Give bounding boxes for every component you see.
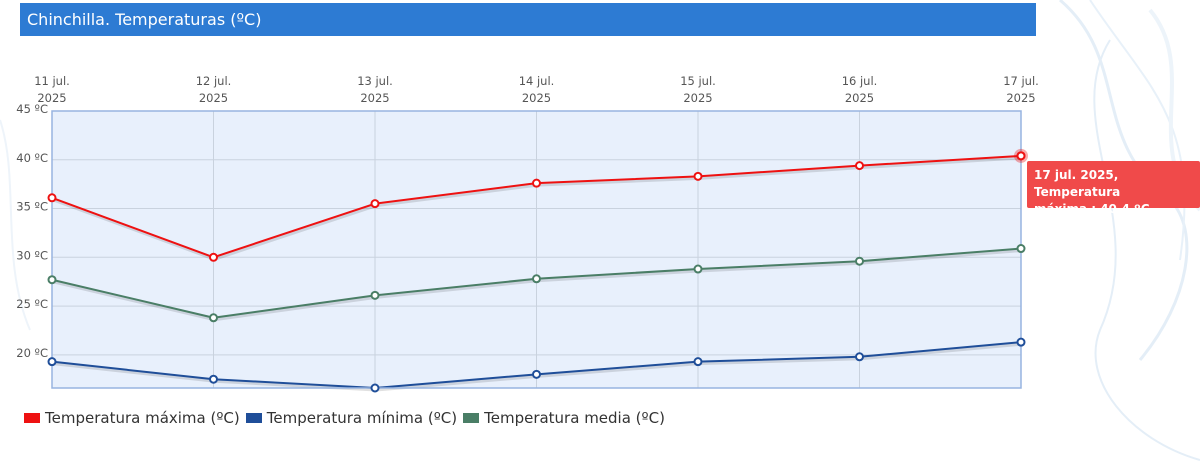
x-tick-label-year: 2025: [360, 91, 389, 105]
data-point-min[interactable]: [370, 383, 380, 393]
data-point-min[interactable]: [693, 357, 703, 367]
data-point-mean[interactable]: [693, 264, 703, 274]
x-tick-label-year: 2025: [845, 91, 874, 105]
data-point-max[interactable]: [370, 199, 380, 209]
tooltip-line-1: 17 jul. 2025, Temperatura: [1034, 168, 1121, 199]
y-tick-label: 40 ºC: [16, 151, 48, 165]
data-point-min[interactable]: [47, 357, 57, 367]
data-point-max[interactable]: [209, 252, 218, 262]
y-tick-label: 45 ºC: [16, 102, 48, 116]
y-axis-ticks: 20 ºC 25 ºC 30 ºC 35 ºC 40 ºC 45 ºC: [16, 102, 48, 360]
chart-title-bar: Chinchilla. Temperaturas (ºC): [20, 3, 1036, 36]
legend-label-min: Temperatura mínima (ºC): [266, 409, 458, 427]
x-tick-label-day: 14 jul.: [519, 74, 555, 88]
y-tick-label: 25 ºC: [16, 297, 48, 311]
data-point-min[interactable]: [209, 374, 218, 384]
legend-swatch-max: [24, 413, 40, 423]
x-tick-label-day: 15 jul.: [680, 74, 716, 88]
legend-item-max[interactable]: Temperatura máxima (ºC): [24, 409, 240, 427]
y-tick-label: 35 ºC: [16, 200, 48, 214]
data-point-min[interactable]: [1016, 337, 1026, 347]
data-point-mean[interactable]: [855, 256, 864, 266]
tooltip-line-2: máxima : 40.4 ºC: [1034, 202, 1150, 216]
x-tick-label-year: 2025: [683, 91, 712, 105]
data-point-mean[interactable]: [532, 274, 541, 284]
data-point-max[interactable]: [532, 178, 541, 188]
x-tick-label-year: 2025: [37, 91, 66, 105]
legend-item-mean[interactable]: Temperatura media (ºC): [463, 409, 665, 427]
data-point-min[interactable]: [532, 369, 541, 379]
x-tick-label-year: 2025: [1006, 91, 1035, 105]
x-tick-label-day: 16 jul.: [842, 74, 878, 88]
data-point-max[interactable]: [693, 171, 703, 181]
legend-swatch-mean: [463, 413, 480, 423]
data-point-mean[interactable]: [47, 275, 57, 285]
data-tooltip: 17 jul. 2025, Temperatura máxima : 40.4 …: [1027, 161, 1200, 216]
data-point-min[interactable]: [855, 352, 864, 362]
x-tick-label-day: 12 jul.: [196, 74, 232, 88]
chart-title: Chinchilla. Temperaturas (ºC): [27, 10, 262, 29]
data-point-max-active[interactable]: [1016, 151, 1026, 161]
legend-label-max: Temperatura máxima (ºC): [45, 409, 240, 427]
x-tick-label-day: 11 jul.: [34, 74, 70, 88]
data-point-max[interactable]: [47, 193, 57, 203]
data-point-max[interactable]: [855, 161, 864, 171]
data-point-mean[interactable]: [370, 290, 380, 300]
y-tick-label: 20 ºC: [16, 346, 48, 360]
data-point-mean[interactable]: [209, 313, 218, 323]
series-points: [47, 148, 1028, 393]
data-point-mean[interactable]: [1016, 244, 1026, 254]
legend-label-mean: Temperatura media (ºC): [484, 409, 665, 427]
y-tick-label: 30 ºC: [16, 248, 48, 262]
x-tick-label-day: 17 jul.: [1003, 74, 1039, 88]
chart-legend: Temperatura máxima (ºC) Temperatura míni…: [24, 408, 671, 428]
x-axis-ticks: 11 jul. 2025 12 jul. 2025 13 jul. 2025 14 jul.…: [34, 74, 1039, 105]
x-tick-label-year: 2025: [199, 91, 228, 105]
x-tick-label-year: 2025: [522, 91, 551, 105]
legend-swatch-min: [245, 413, 262, 423]
legend-item-min[interactable]: Temperatura mínima (ºC): [245, 409, 458, 427]
x-tick-label-day: 13 jul.: [357, 74, 393, 88]
